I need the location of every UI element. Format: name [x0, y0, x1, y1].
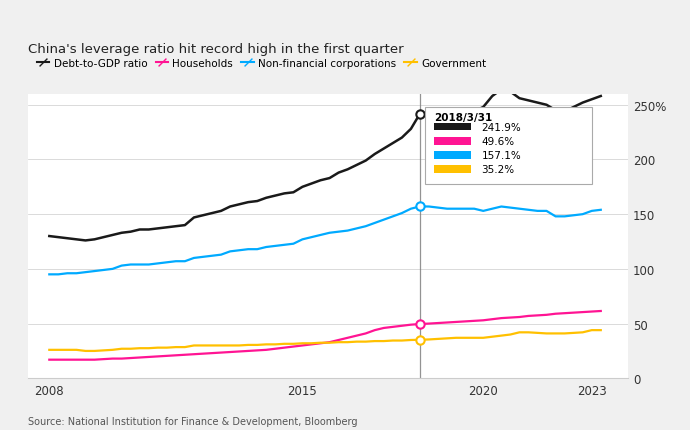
Bar — [435, 166, 471, 174]
Text: 2018/3/31: 2018/3/31 — [435, 113, 493, 123]
Text: 49.6%: 49.6% — [482, 137, 515, 147]
Bar — [435, 123, 471, 131]
Text: 157.1%: 157.1% — [482, 151, 521, 161]
Text: China's leverage ratio hit record high in the first quarter: China's leverage ratio hit record high i… — [28, 43, 403, 56]
Bar — [435, 138, 471, 145]
Bar — [426, 108, 592, 184]
Text: Source: National Institution for Finance & Development, Bloomberg: Source: National Institution for Finance… — [28, 416, 357, 426]
Bar — [435, 152, 471, 160]
Text: 35.2%: 35.2% — [482, 165, 515, 175]
Legend: Debt-to-GDP ratio, Households, Non-financial corporations, Government: Debt-to-GDP ratio, Households, Non-finan… — [33, 54, 491, 73]
Text: 241.9%: 241.9% — [482, 123, 521, 132]
